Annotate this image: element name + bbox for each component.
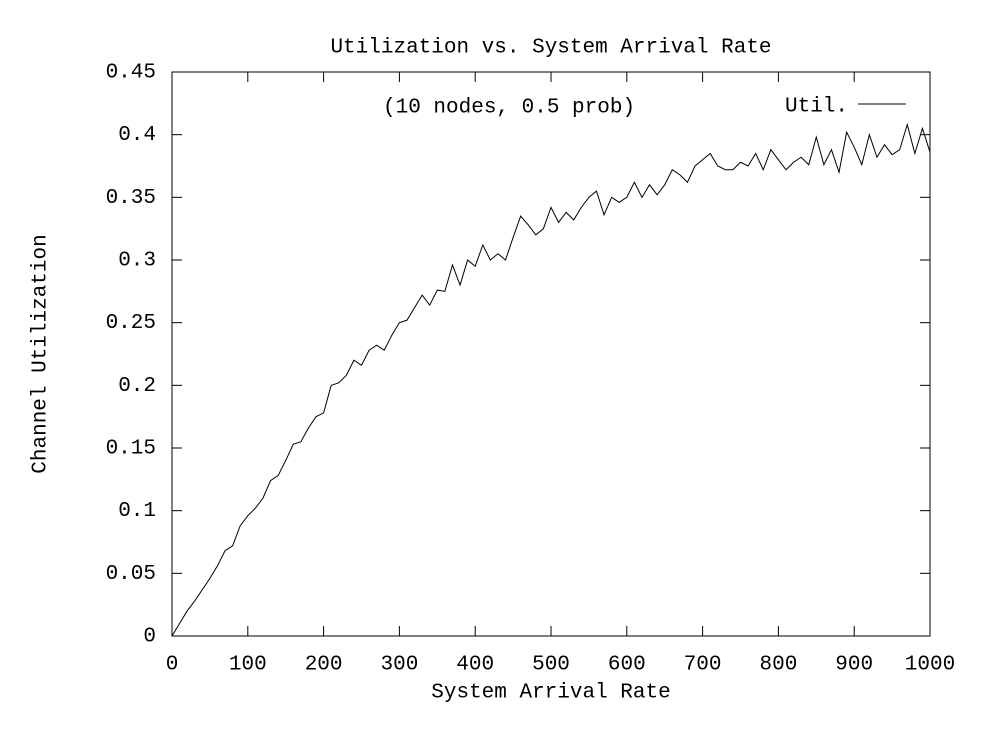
x-axis-label: System Arrival Rate bbox=[431, 682, 670, 705]
x-tick-label: 400 bbox=[456, 654, 494, 677]
annotation: (10 nodes, 0.5 prob) bbox=[383, 97, 635, 120]
y-tick-label: 0.25 bbox=[106, 312, 156, 335]
y-tick-label: 0.4 bbox=[118, 124, 156, 147]
x-tick-label: 900 bbox=[835, 654, 873, 677]
x-tick-label: 100 bbox=[229, 654, 267, 677]
y-tick-label: 0.1 bbox=[118, 500, 156, 523]
y-axis-label: Channel Utilization bbox=[30, 234, 53, 473]
y-tick-label: 0 bbox=[143, 626, 156, 649]
x-tick-label: 0 bbox=[166, 654, 179, 677]
x-tick-label: 1000 bbox=[905, 654, 955, 677]
y-tick-label: 0.15 bbox=[106, 438, 156, 461]
y-tick-label: 0.45 bbox=[106, 62, 156, 85]
x-tick-label: 600 bbox=[608, 654, 646, 677]
x-tick-label: 700 bbox=[684, 654, 722, 677]
y-tick-label: 0.3 bbox=[118, 250, 156, 273]
data-line bbox=[171, 122, 931, 637]
y-tick-label: 0.2 bbox=[118, 375, 156, 398]
x-tick-label: 500 bbox=[532, 654, 570, 677]
legend-label: Util. bbox=[785, 96, 848, 119]
y-tick-label: 0.05 bbox=[106, 563, 156, 586]
chart-title: Utilization vs. System Arrival Rate bbox=[330, 37, 771, 60]
x-tick-label: 200 bbox=[305, 654, 343, 677]
x-tick-label: 800 bbox=[759, 654, 797, 677]
x-tick-label: 300 bbox=[380, 654, 418, 677]
y-tick-label: 0.35 bbox=[106, 187, 156, 210]
